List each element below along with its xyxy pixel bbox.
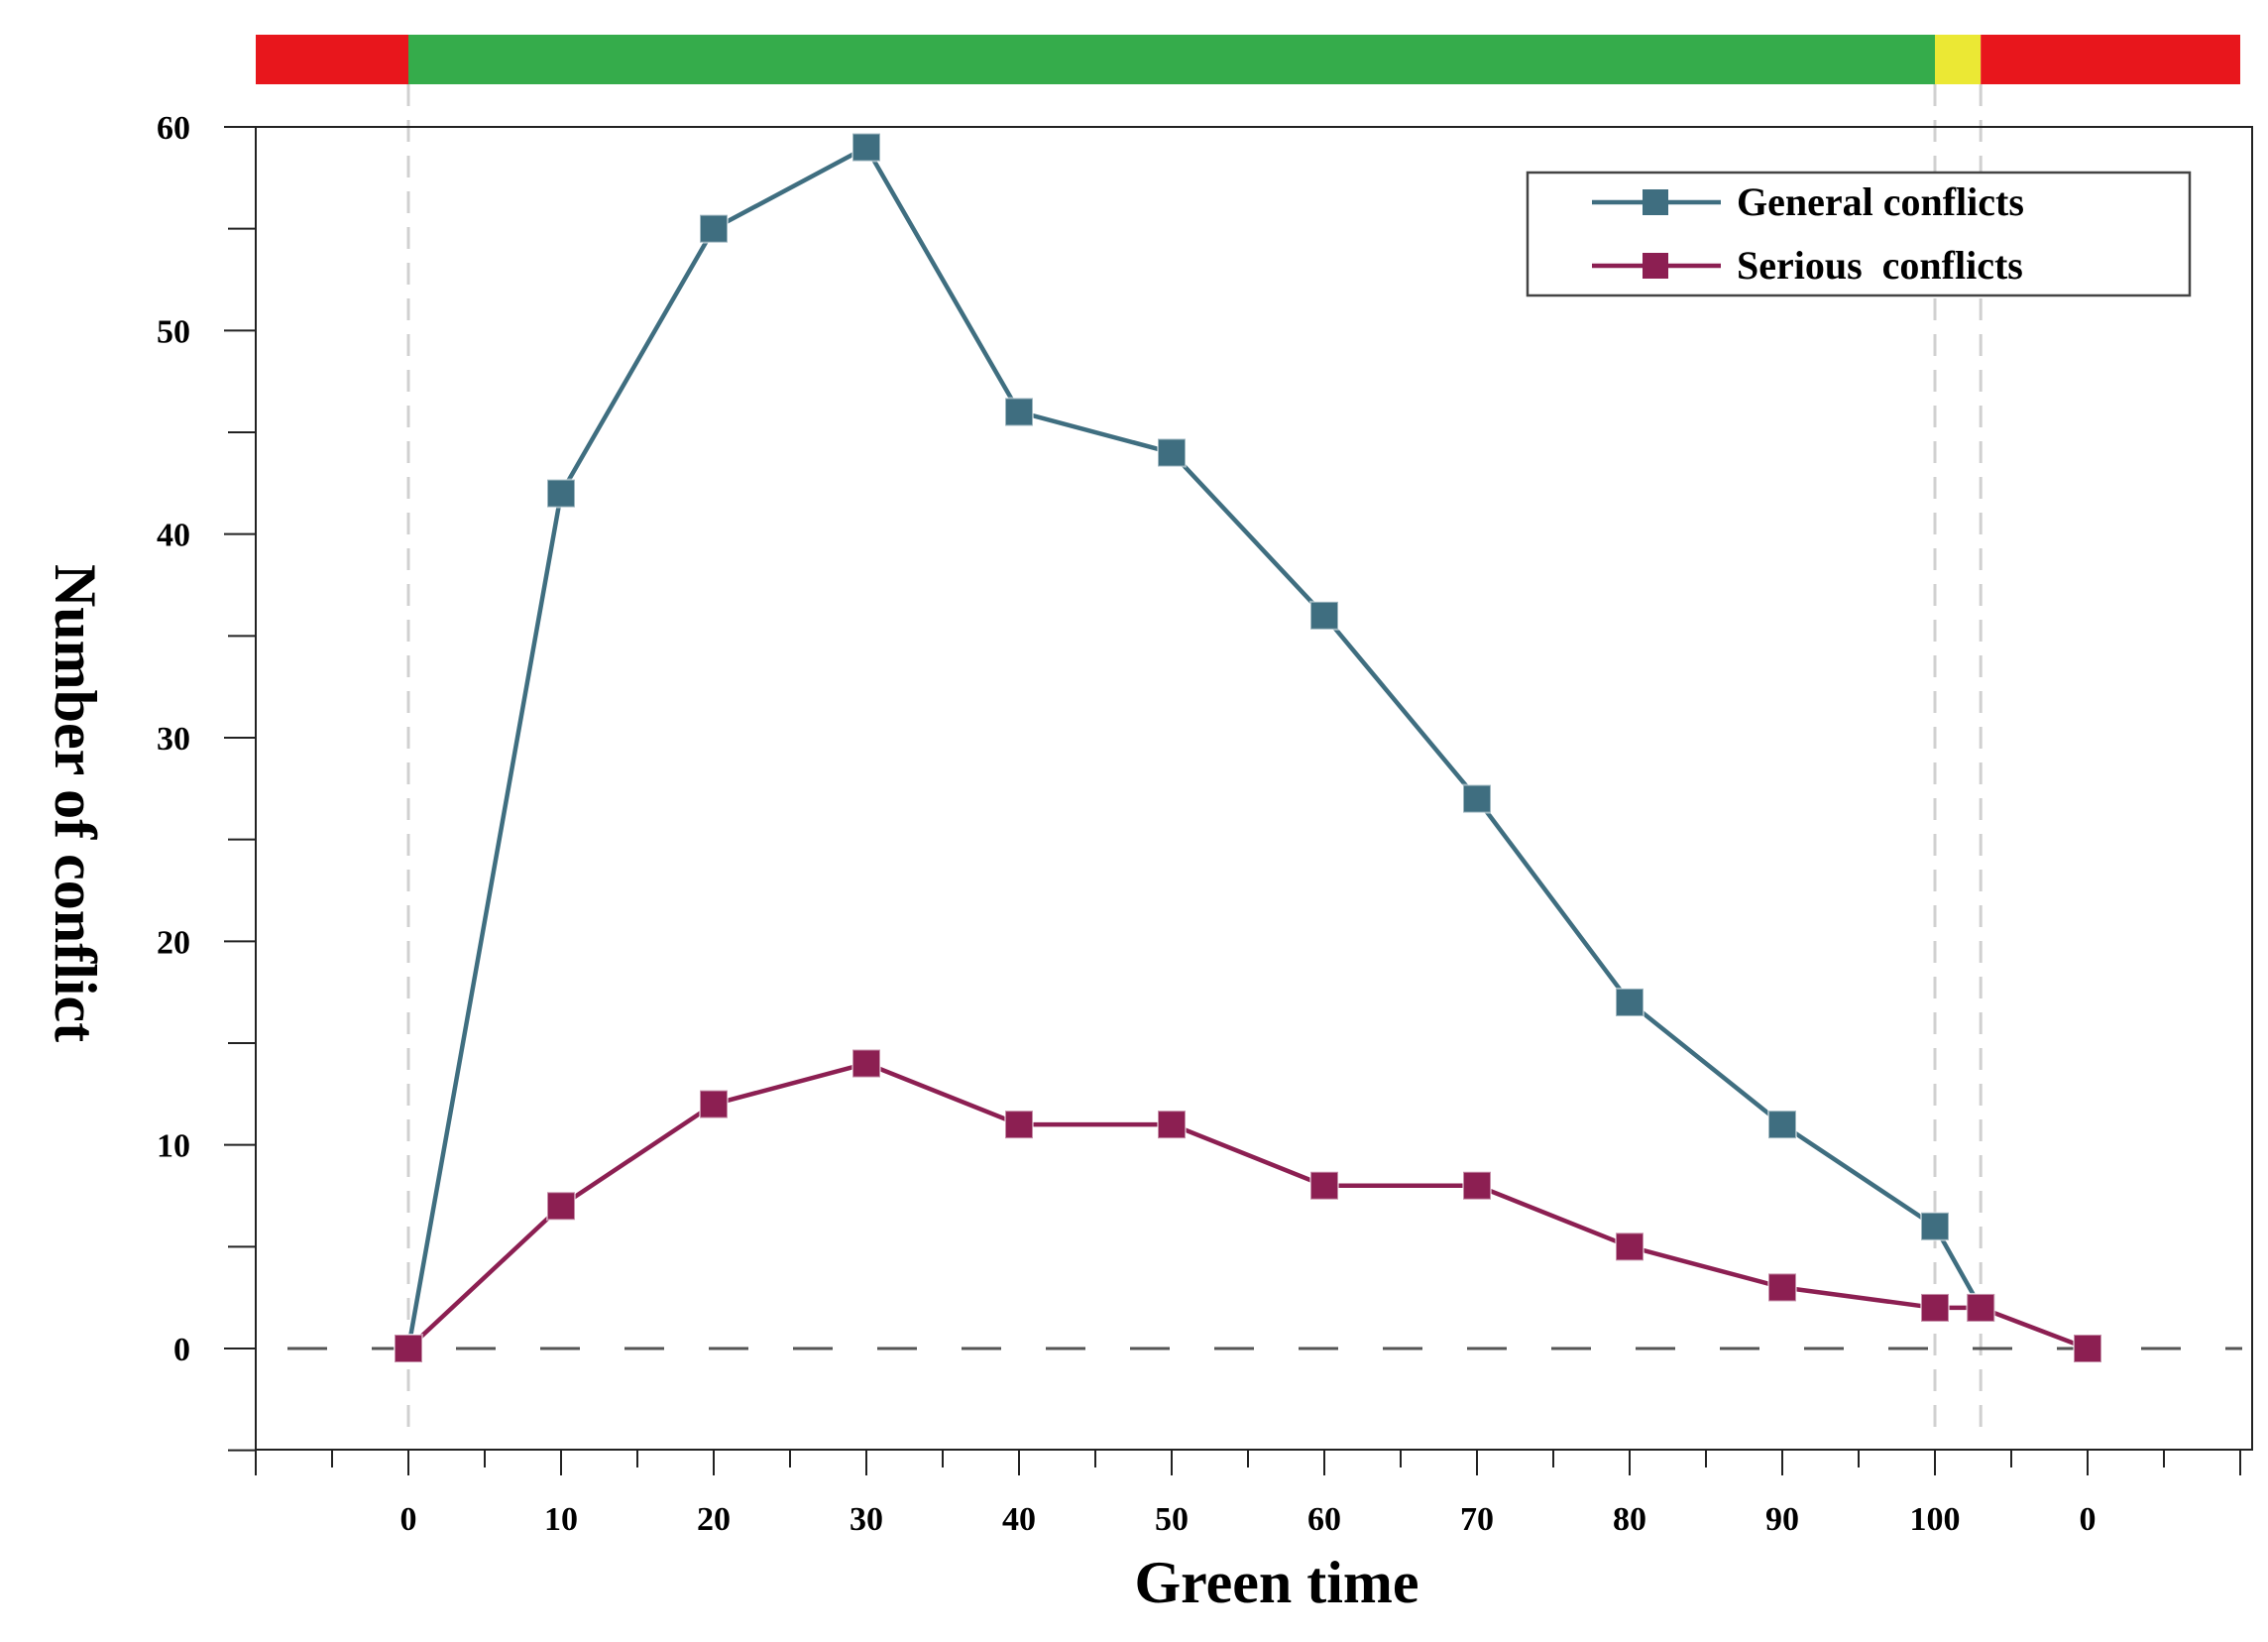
series-1-point — [1309, 1170, 1339, 1201]
legend-label-1: Serious conflicts — [1737, 243, 2023, 288]
series-1-point — [1004, 1110, 1034, 1140]
series-1-point — [1920, 1292, 1950, 1323]
series-group — [394, 132, 2102, 1363]
y-axis-label: Number of conflict — [43, 564, 108, 1042]
phase-red-0 — [256, 35, 408, 84]
series-1-point — [1767, 1272, 1797, 1303]
x-tick-label: 30 — [850, 1501, 883, 1538]
series-0-point — [546, 478, 576, 509]
x-tick-label: 90 — [1765, 1501, 1799, 1538]
series-1-point — [1966, 1292, 1996, 1323]
legend: General conflicts Serious conflicts — [1526, 171, 2192, 297]
y-tick-label: 0 — [173, 1332, 190, 1368]
axis-labels: Green time Number of conflict — [43, 564, 1419, 1615]
x-axis-label: Green time — [1134, 1550, 1418, 1615]
y-tick-label: 10 — [157, 1128, 190, 1165]
y-tick-label: 50 — [157, 313, 190, 350]
series-1-point — [851, 1048, 881, 1079]
legend-marker-0 — [1643, 189, 1668, 215]
series-0-point — [699, 213, 729, 244]
y-tick-label: 20 — [157, 924, 190, 961]
x-tick-label: 20 — [697, 1501, 731, 1538]
y-tick-label: 40 — [157, 518, 190, 554]
axes: 0 10 20 30 40 50 60 0 10 20 30 40 50 60 70 80 90 100 0 — [157, 110, 2253, 1538]
series-0-point — [1767, 1110, 1797, 1140]
plot-frame — [255, 126, 2253, 1451]
phase-yellow-2 — [1935, 35, 1982, 84]
x-tick-label: 40 — [1002, 1501, 1036, 1538]
phase-boundary-lines — [406, 84, 1983, 1428]
x-tick-label: 10 — [544, 1501, 578, 1538]
series-1-point — [699, 1089, 729, 1119]
x-tick-label: 0 — [400, 1501, 417, 1538]
phase-red-3 — [1981, 35, 2240, 84]
series-1-point — [1157, 1110, 1187, 1140]
y-tick-label: 60 — [157, 110, 190, 147]
series-0-point — [851, 132, 881, 163]
legend-label-0: General conflicts — [1737, 179, 2024, 224]
x-tick-label: 100 — [1910, 1501, 1961, 1538]
signal-phase-bar — [256, 35, 2240, 84]
series-0-point — [1157, 437, 1187, 468]
series-0-point — [1309, 600, 1339, 631]
series-line-1 — [406, 1061, 2089, 1351]
phase-green-1 — [408, 35, 1935, 84]
x-tick-label: 50 — [1155, 1501, 1189, 1538]
x-tick-label: 0 — [2080, 1501, 2097, 1538]
series-0-point — [1615, 987, 1644, 1017]
x-tick-label: 70 — [1460, 1501, 1494, 1538]
x-tick-label: 60 — [1307, 1501, 1341, 1538]
series-1-point — [2073, 1334, 2102, 1363]
series-0-point — [1920, 1211, 1950, 1241]
series-1-point — [1615, 1232, 1644, 1262]
series-1-point — [1462, 1170, 1492, 1201]
legend-marker-1 — [1643, 253, 1668, 279]
series-0-point — [1462, 783, 1492, 814]
series-line-0 — [405, 145, 1984, 1349]
series-1-point — [546, 1191, 576, 1222]
series-0-point — [1004, 397, 1034, 427]
legend-box — [1526, 171, 2192, 297]
x-tick-label: 80 — [1613, 1501, 1646, 1538]
y-tick-label: 30 — [157, 721, 190, 758]
series-1-point — [394, 1334, 423, 1363]
